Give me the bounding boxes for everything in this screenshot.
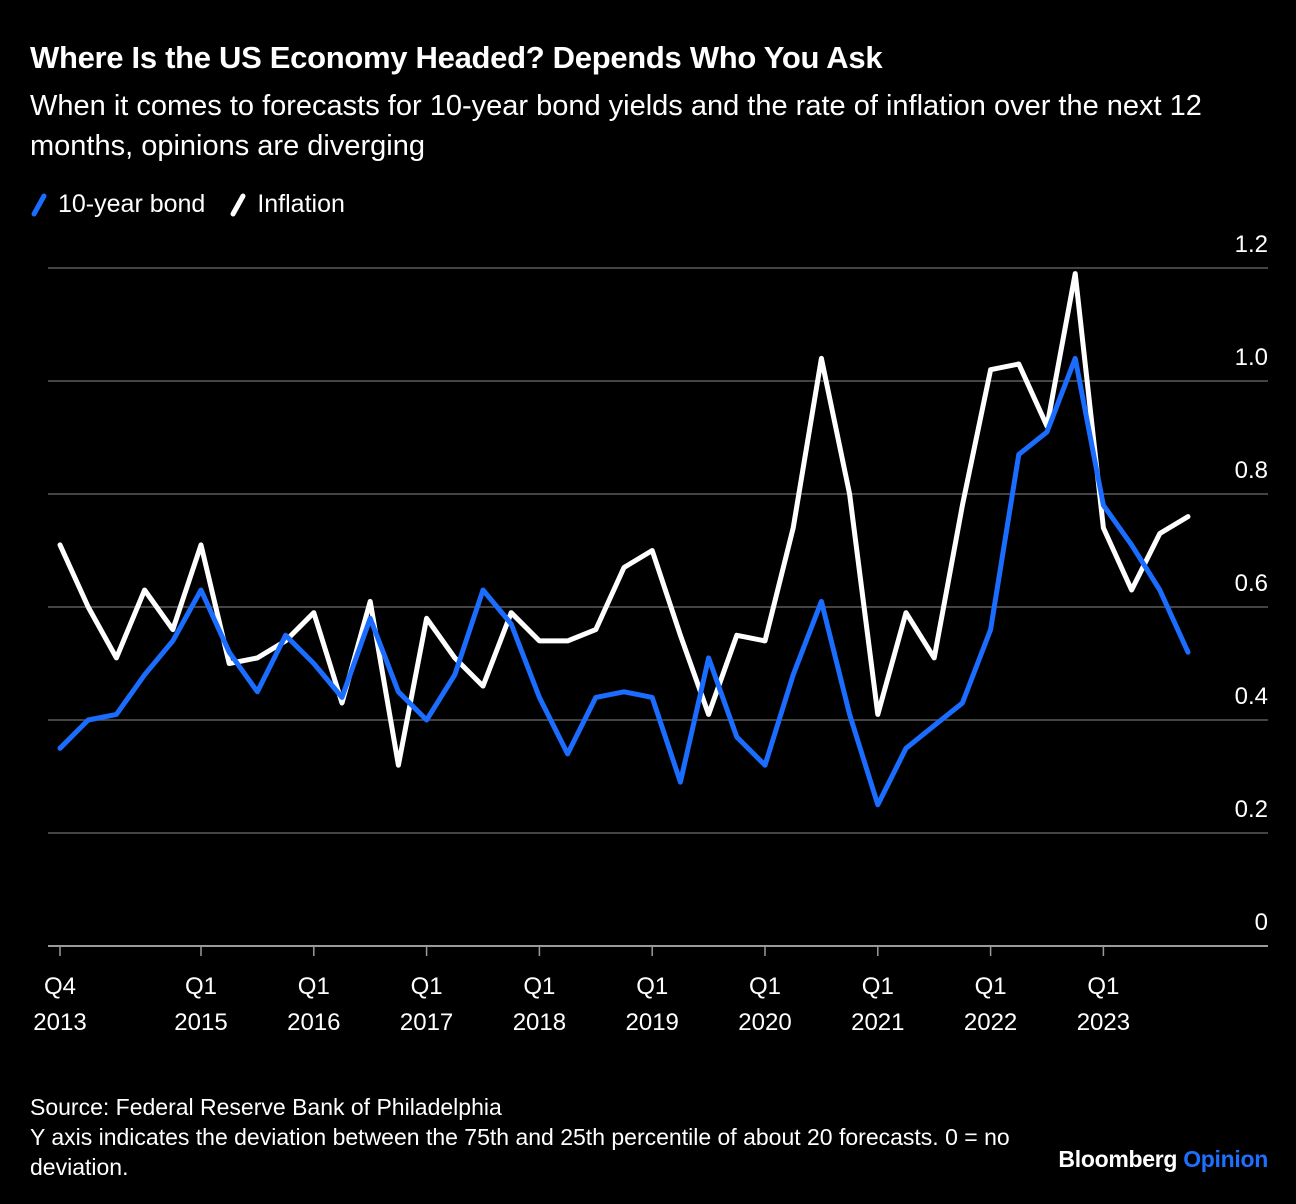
- legend-item-bond: 10-year bond: [30, 190, 205, 219]
- legend-label-inflation: Inflation: [257, 190, 345, 218]
- y-tick-label: 1.0: [1235, 344, 1268, 371]
- brand-logo: Bloomberg Opinion: [1058, 1146, 1268, 1173]
- x-tick-label: 2017: [400, 1009, 453, 1036]
- brand-name: Bloomberg: [1058, 1146, 1178, 1172]
- series-line-bond: [57, 355, 1191, 808]
- x-tick-label: 2013: [33, 1009, 86, 1036]
- x-tick-label: Q1: [636, 973, 668, 1000]
- x-tick-label: 2016: [287, 1009, 340, 1036]
- x-tick-label: Q1: [411, 973, 443, 1000]
- source-note: Source: Federal Reserve Bank of Philadel…: [30, 1094, 502, 1120]
- legend: 10-year bond Inflation: [30, 190, 369, 219]
- x-tick-label: 2021: [851, 1009, 904, 1036]
- x-tick-label: 2022: [964, 1009, 1017, 1036]
- y-tick-label: 0: [1255, 909, 1268, 936]
- x-tick-label: 2019: [626, 1009, 679, 1036]
- x-tick-label: Q1: [749, 973, 781, 1000]
- brand-suffix: Opinion: [1183, 1146, 1268, 1172]
- x-tick-label: Q1: [862, 973, 894, 1000]
- x-tick-label: Q1: [185, 973, 217, 1000]
- legend-label-bond: 10-year bond: [58, 190, 206, 218]
- x-tick-label: 2015: [174, 1009, 227, 1036]
- x-tick-label: Q4: [44, 973, 76, 1000]
- y-tick-label: 1.2: [1235, 231, 1268, 258]
- x-tick-label: Q1: [523, 973, 555, 1000]
- x-tick-label: Q1: [1087, 973, 1119, 1000]
- y-tick-label: 0.2: [1235, 796, 1268, 823]
- legend-item-inflation: Inflation: [229, 190, 345, 219]
- y-tick-label: 0.4: [1235, 683, 1268, 710]
- x-tick-label: Q1: [298, 973, 330, 1000]
- series-line-inflation: [57, 271, 1191, 768]
- legend-swatch-bond: [31, 193, 47, 216]
- legend-swatch-inflation: [230, 193, 246, 216]
- chart-subtitle: When it comes to forecasts for 10-year b…: [30, 90, 1202, 162]
- y-tick-label: 0.6: [1235, 570, 1268, 597]
- x-tick-label: 2018: [513, 1009, 566, 1036]
- axis-note: Y axis indicates the deviation between t…: [30, 1124, 1010, 1180]
- x-tick-label: Q1: [975, 973, 1007, 1000]
- line-chart: 0 0.2 0.4 0.6 0.8 1.0 1.2 Q4 2013 Q1 2015 Q1 2016 Q1 2…: [33, 231, 1268, 1036]
- footer: Source: Federal Reserve Bank of Philadel…: [30, 1092, 1010, 1182]
- x-tick-label: 2023: [1077, 1009, 1130, 1036]
- y-tick-label: 0.8: [1235, 457, 1268, 484]
- x-tick-label: 2020: [738, 1009, 791, 1036]
- chart-title: Where Is the US Economy Headed? Depends …: [30, 40, 883, 75]
